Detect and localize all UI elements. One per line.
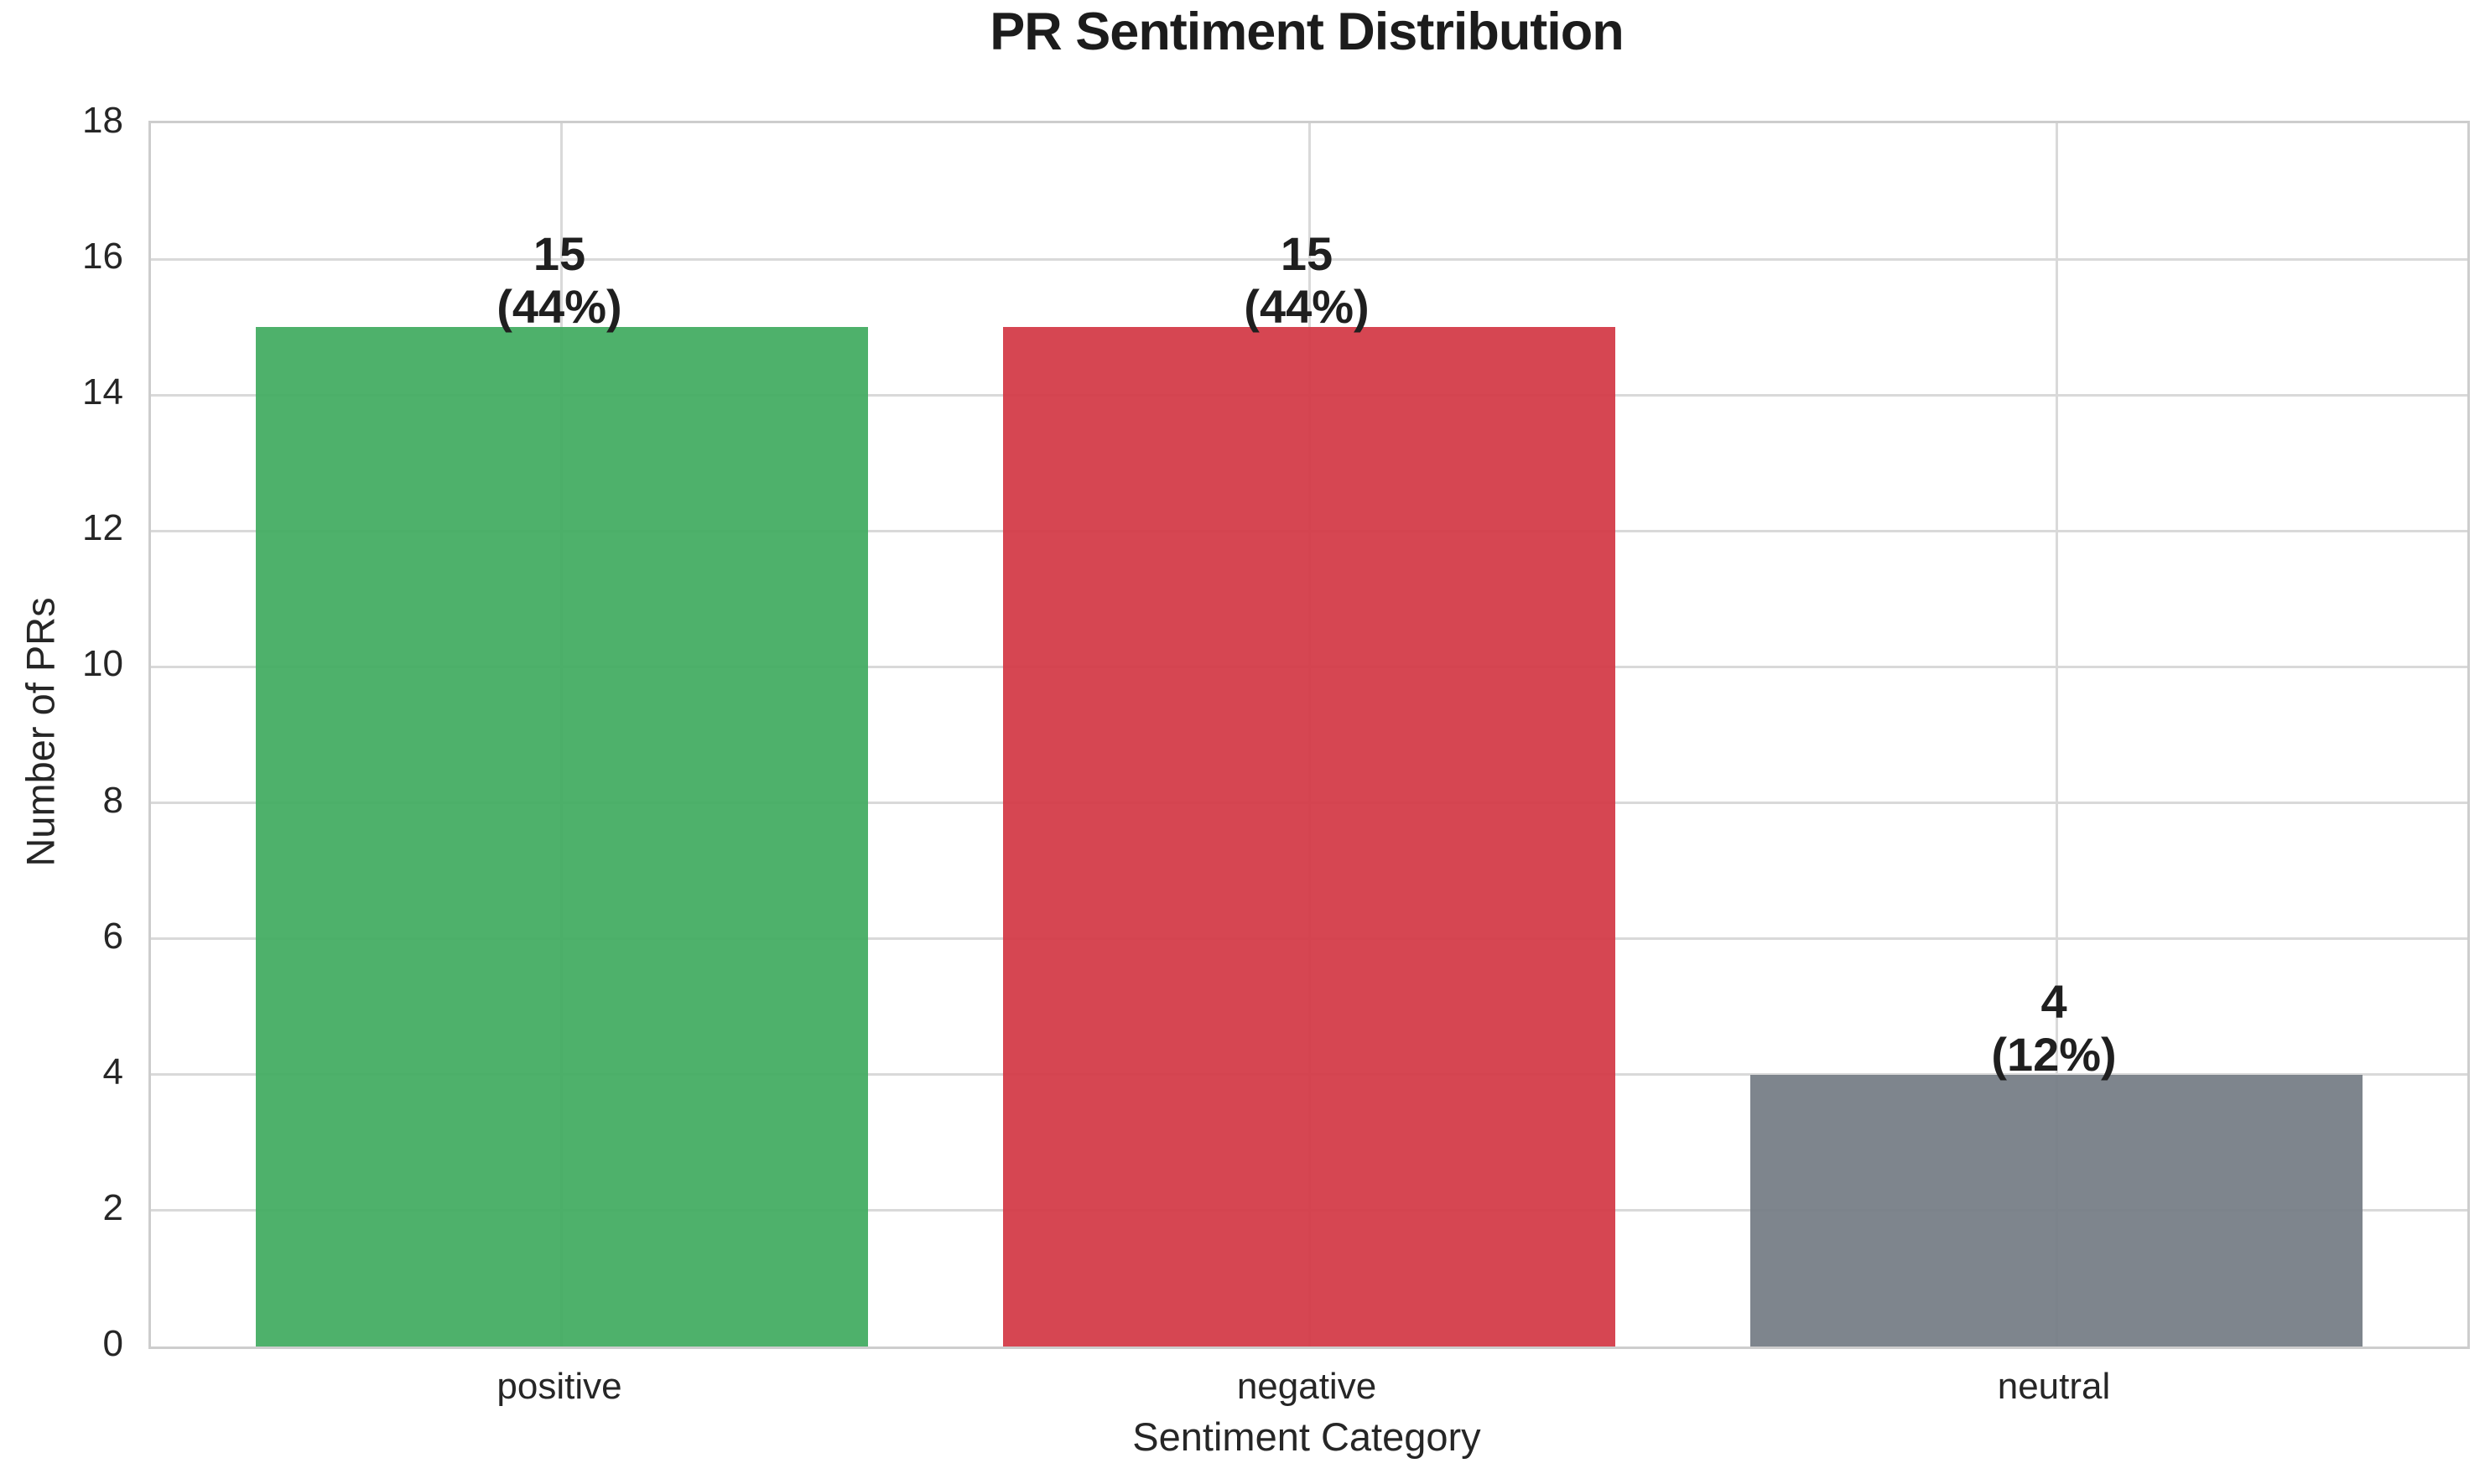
plot-area xyxy=(148,121,2470,1349)
x-tick-label-negative: negative xyxy=(1236,1366,1377,1407)
x-tick-label-neutral: neutral xyxy=(1997,1366,2111,1407)
bar-positive xyxy=(255,327,868,1346)
bar-value-label-positive: 15 (44%) xyxy=(496,227,622,334)
y-tick-label: 4 xyxy=(102,1051,123,1092)
x-tick-label-positive: positive xyxy=(496,1366,622,1407)
y-tick-label: 12 xyxy=(82,507,123,549)
y-tick-label: 18 xyxy=(82,100,123,141)
x-axis-label: Sentiment Category xyxy=(1132,1414,1481,1459)
bar-value-label-negative: 15 (44%) xyxy=(1244,227,1370,334)
y-tick-label: 10 xyxy=(82,643,123,685)
x-gridline xyxy=(2055,123,2058,1346)
y-tick-label: 16 xyxy=(82,236,123,278)
chart-title: PR Sentiment Distribution xyxy=(990,3,1624,61)
bar-value-label-neutral: 4 (12%) xyxy=(1991,974,2117,1081)
y-tick-label: 6 xyxy=(102,915,123,957)
y-tick-label: 14 xyxy=(82,371,123,413)
y-tick-label: 2 xyxy=(102,1186,123,1228)
bar-negative xyxy=(1003,327,1615,1346)
y-tick-label: 0 xyxy=(102,1323,123,1364)
bar-neutral xyxy=(1750,1074,2363,1346)
y-tick-label: 8 xyxy=(102,779,123,821)
